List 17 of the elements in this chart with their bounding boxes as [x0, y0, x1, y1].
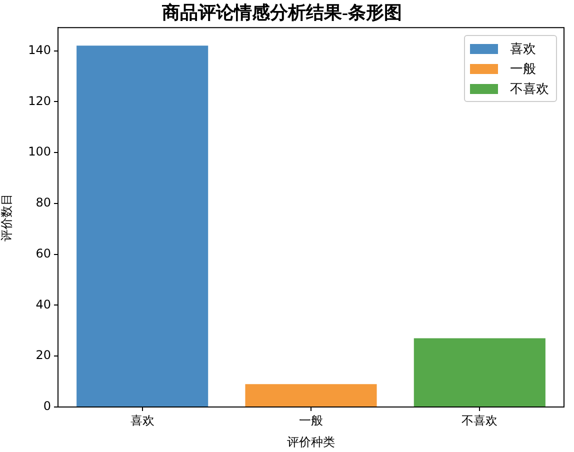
y-tick-label: 40 [36, 297, 51, 312]
y-tick-label: 120 [28, 94, 51, 108]
y-tick-label: 100 [28, 144, 51, 159]
x-tick-label: 一般 [299, 413, 323, 428]
x-axis-title: 评价种类 [287, 434, 335, 449]
chart-title: 商品评论情感分析结果-条形图 [161, 2, 402, 22]
x-tick-label: 不喜欢 [462, 413, 498, 428]
y-tick-label: 140 [28, 42, 51, 57]
legend-label: 喜欢 [510, 40, 536, 58]
x-tick-label: 喜欢 [130, 413, 154, 428]
y-tick-label: 60 [36, 246, 51, 260]
y-tick-label: 80 [36, 196, 51, 210]
y-tick-label: 20 [36, 348, 51, 362]
y-axis-title: 评价数目 [0, 193, 14, 242]
y-tick-label: 0 [43, 399, 51, 414]
legend-label: 一般 [510, 60, 536, 78]
legend-label: 不喜欢 [510, 80, 549, 98]
